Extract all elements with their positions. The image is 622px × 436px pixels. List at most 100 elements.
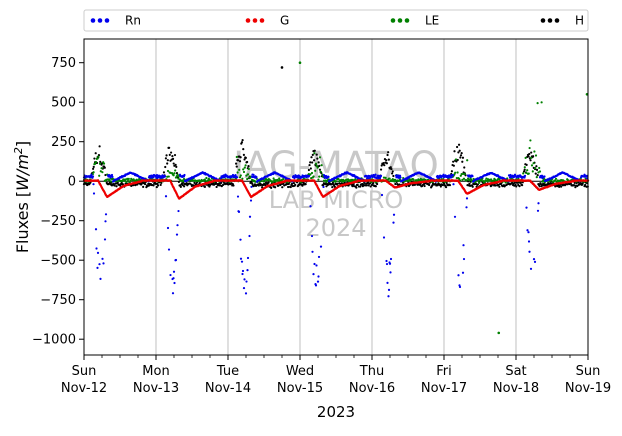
legend-marker xyxy=(547,18,553,23)
h-point xyxy=(171,155,174,158)
watermark-line-3: 2024 xyxy=(305,214,366,242)
h-point xyxy=(330,183,333,186)
legend-marker xyxy=(390,18,396,23)
rn-point xyxy=(183,173,186,177)
h-point xyxy=(423,184,426,188)
le-point xyxy=(517,177,520,180)
h-point xyxy=(222,183,225,186)
le-point xyxy=(533,150,536,153)
rn-point xyxy=(458,285,462,289)
h-point xyxy=(515,185,518,188)
h-point xyxy=(380,164,383,167)
h-point xyxy=(317,161,320,164)
le-point xyxy=(166,175,169,178)
le-point xyxy=(490,178,493,181)
rn-point xyxy=(527,240,531,243)
le-point xyxy=(528,146,531,150)
legend-marker xyxy=(540,18,546,23)
h-point xyxy=(569,182,572,185)
le-point xyxy=(172,174,175,177)
le-point xyxy=(241,177,244,180)
rn-point xyxy=(235,176,239,179)
h-point xyxy=(457,151,460,154)
rn-point xyxy=(452,183,455,186)
h-point xyxy=(530,151,533,154)
le-point xyxy=(182,180,185,183)
h-point xyxy=(168,146,171,149)
x-tick-date: Nov-14 xyxy=(205,381,251,396)
rn-point xyxy=(241,272,244,276)
h-point xyxy=(270,186,273,189)
le-point xyxy=(537,171,540,174)
le-point xyxy=(167,175,170,178)
h-point xyxy=(238,160,242,163)
h-point xyxy=(289,185,292,189)
h-point xyxy=(494,184,497,187)
h-point xyxy=(392,174,395,178)
h-point xyxy=(179,185,182,188)
h-point xyxy=(355,186,358,189)
rn-point xyxy=(246,269,249,272)
h-point xyxy=(331,186,334,189)
le-point xyxy=(535,176,538,179)
h-point xyxy=(244,156,247,160)
le-point xyxy=(100,167,103,170)
rn-point xyxy=(173,281,176,285)
h-point xyxy=(461,160,464,163)
h-point xyxy=(444,186,448,189)
le-point xyxy=(536,102,539,105)
rn-point xyxy=(176,224,179,227)
le-point xyxy=(531,170,534,173)
rn-point xyxy=(169,273,172,277)
rn-point xyxy=(167,248,171,251)
le-point xyxy=(110,180,113,183)
le-point xyxy=(538,166,541,170)
le-point xyxy=(523,166,526,169)
h-point xyxy=(532,155,535,158)
le-point xyxy=(173,172,176,175)
le-point xyxy=(236,171,239,174)
le-point xyxy=(466,159,469,162)
h-point xyxy=(367,184,370,187)
le-point xyxy=(454,158,458,161)
h-point xyxy=(372,181,375,185)
legend-marker xyxy=(97,18,103,23)
h-point xyxy=(92,165,95,168)
le-point xyxy=(529,139,532,142)
rn-point xyxy=(241,269,245,273)
h-point xyxy=(535,165,538,168)
x-axis: Sun Nov-12 Mon Nov-13 Tue Nov-14 Wed Nov-15 Thu N… xyxy=(61,355,611,396)
x-tick-day: Thu xyxy=(359,364,384,379)
h-point xyxy=(452,164,455,167)
x-tick-date: Nov-12 xyxy=(61,381,107,396)
h-point xyxy=(166,159,169,162)
rn-point xyxy=(94,228,98,231)
h-point xyxy=(94,152,97,155)
le-point xyxy=(92,171,95,174)
le-point xyxy=(260,179,263,183)
h-point xyxy=(343,181,346,184)
h-point xyxy=(387,158,390,161)
h-point xyxy=(277,184,280,187)
h-point xyxy=(236,159,240,162)
le-point xyxy=(462,172,465,175)
rn-point xyxy=(465,197,469,200)
le-point xyxy=(412,178,415,181)
rn-point xyxy=(242,286,246,290)
h-point xyxy=(103,166,106,169)
h-point xyxy=(242,153,245,156)
le-point xyxy=(138,177,141,181)
rn-point xyxy=(374,173,377,176)
h-point xyxy=(162,171,166,174)
rn-point xyxy=(388,262,392,265)
rn-point xyxy=(392,213,396,216)
legend-label: Rn xyxy=(125,14,141,28)
h-point xyxy=(374,185,377,188)
le-point xyxy=(554,177,558,180)
le-point xyxy=(384,176,387,179)
h-point xyxy=(391,172,394,175)
y-tick-label: −1000 xyxy=(32,333,76,348)
h-point xyxy=(331,181,335,184)
h-point xyxy=(235,162,238,165)
h-point xyxy=(304,183,307,186)
